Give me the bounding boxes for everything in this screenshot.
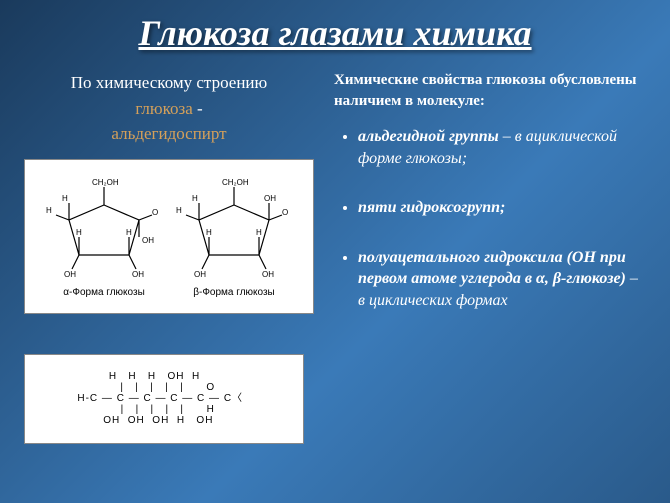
alpha-glucose-formula: CH₂OH OH OH OH H O H H H α-Форма глюкозы: [44, 175, 164, 298]
right-header: Химические свойства глюкозы обусловлены …: [334, 70, 646, 112]
linear-glucose-formula: H H H OH H | | | | | O H-C — C — C — C —…: [77, 371, 250, 426]
cyclic-formula-box: CH₂OH OH OH OH H O H H H α-Форма глюкозы: [24, 159, 314, 314]
svg-text:H: H: [256, 228, 262, 237]
svg-text:H: H: [46, 206, 52, 215]
svg-text:H: H: [206, 228, 212, 237]
svg-text:OH: OH: [64, 270, 76, 279]
bullet-strong: полуацетального гидроксила (ОН при перво…: [358, 249, 626, 288]
svg-text:OH: OH: [262, 270, 274, 279]
subtitle-line2: альдегидоспирт: [111, 124, 226, 143]
list-item: полуацетального гидроксила (ОН при перво…: [358, 247, 646, 312]
svg-text:O: O: [152, 208, 158, 217]
svg-text:O: O: [282, 208, 288, 217]
svg-text:H: H: [176, 206, 182, 215]
linear-formula-box: H H H OH H | | | | | O H-C — C — C — C —…: [24, 354, 304, 444]
right-column: Химические свойства глюкозы обусловлены …: [334, 70, 646, 452]
svg-text:H: H: [62, 194, 68, 203]
bullet-strong: пяти гидроксогрупп;: [358, 199, 505, 216]
left-subtitle: По химическому строению глюкоза - альдег…: [24, 70, 314, 147]
list-item: пяти гидроксогрупп;: [358, 197, 646, 219]
bullet-strong: альдегидной группы: [358, 128, 499, 145]
bullet-dash: –: [626, 270, 638, 287]
svg-text:H: H: [192, 194, 198, 203]
svg-text:CH₂OH: CH₂OH: [222, 178, 249, 187]
svg-text:H: H: [76, 228, 82, 237]
svg-text:CH₂OH: CH₂OH: [92, 178, 119, 187]
svg-text:OH: OH: [132, 270, 144, 279]
svg-text:OH: OH: [142, 236, 154, 245]
beta-label: β-Форма глюкозы: [193, 287, 275, 298]
list-item: альдегидной группы – в ациклической форм…: [358, 126, 646, 169]
slide-title: Глюкоза глазами химика: [24, 12, 646, 54]
svg-text:OH: OH: [194, 270, 206, 279]
alpha-label: α-Форма глюкозы: [63, 287, 145, 298]
subtitle-line1: По химическому строению: [71, 73, 267, 92]
bullet-rest: в циклических формах: [358, 292, 508, 309]
svg-text:OH: OH: [264, 194, 276, 203]
beta-glucose-formula: CH₂OH OH OH OH H O H H H β-Форма глюкозы: [174, 175, 294, 298]
svg-text:H: H: [126, 228, 132, 237]
subtitle-dash: -: [197, 99, 203, 118]
left-column: По химическому строению глюкоза - альдег…: [24, 70, 314, 452]
subtitle-term: глюкоза: [135, 99, 192, 118]
properties-list: альдегидной группы – в ациклической форм…: [334, 126, 646, 312]
bullet-dash: –: [499, 128, 515, 145]
content-area: По химическому строению глюкоза - альдег…: [24, 70, 646, 452]
